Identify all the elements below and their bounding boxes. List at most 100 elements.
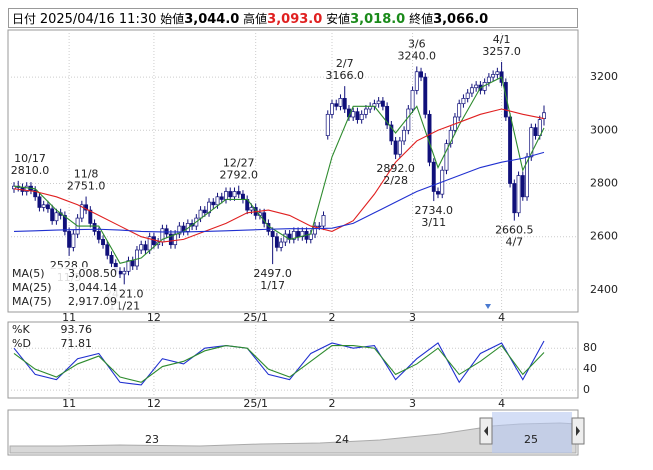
candle-body [24, 185, 29, 192]
annotation-value: 2660.5 [495, 224, 534, 237]
candle-body [33, 189, 38, 198]
candle-body [503, 82, 508, 118]
candle-body [520, 175, 525, 198]
x-tick-label: 25/1 [243, 311, 268, 324]
label: 安値 [326, 12, 351, 26]
candle-body [330, 103, 334, 115]
candle-body [402, 129, 407, 142]
candle-body [457, 103, 462, 118]
candle-body [491, 74, 496, 78]
candle-body [338, 98, 343, 107]
date: 2025/04/16 11:30 [39, 12, 157, 27]
x-tick-label: 4 [498, 397, 505, 410]
candle-body [465, 92, 470, 99]
candle-body [317, 225, 322, 228]
legend-value: 93.76 [61, 323, 93, 336]
candle-body [419, 71, 423, 78]
candle-body [41, 204, 46, 208]
candle-body [168, 233, 173, 246]
candle-body [363, 108, 368, 115]
candle-body [355, 111, 360, 121]
ma-line [13, 76, 545, 264]
candle-body [135, 249, 139, 267]
candle-body [79, 204, 84, 219]
candle-body [389, 124, 394, 142]
candle-body [224, 191, 228, 200]
label: 終値 [409, 12, 434, 26]
candle-body [469, 87, 474, 94]
ma-line [13, 108, 545, 243]
candle-body [50, 208, 55, 222]
legend-value: 3,008.50 [68, 267, 117, 280]
y-tick-label: 3000 [590, 123, 618, 136]
candle-body [351, 111, 356, 118]
candle-body [414, 71, 419, 91]
candle-body [321, 215, 326, 227]
candle-body [385, 106, 390, 126]
navigator-label: 23 [145, 433, 159, 446]
annotation-date: 12/27 [223, 157, 255, 170]
candle-body [122, 270, 127, 275]
annotation-value: 3166.0 [325, 69, 364, 82]
label: 始値 [160, 12, 185, 26]
annotation-date: 3/6 [408, 37, 426, 50]
osc-panel [7, 321, 579, 399]
annotation-value: 2792.0 [219, 169, 258, 182]
candle-body [270, 231, 275, 238]
candle-body [126, 260, 131, 272]
candle-body [202, 209, 207, 214]
candle-body [219, 196, 224, 200]
candle-body [198, 209, 203, 219]
annotation-value: 3257.0 [482, 45, 521, 58]
candle-body [512, 183, 517, 214]
navigator-label: 24 [335, 433, 349, 446]
candle-body [37, 196, 42, 208]
legend-value: 2,917.09 [68, 295, 117, 308]
candle-body [486, 76, 491, 83]
annotation-date: 2/7 [336, 57, 354, 70]
x-tick-label: 12 [147, 311, 161, 324]
candle-body [461, 98, 466, 105]
x-tick-label: 12 [147, 397, 161, 410]
legend-name: MA(25) [12, 281, 52, 294]
low: 3,018.0 [350, 12, 406, 27]
candle-body [542, 112, 546, 119]
annotation-value: 2734.0 [415, 204, 454, 217]
stoch-line [13, 344, 545, 383]
x-tick-label: 11 [62, 311, 76, 324]
legend-value: 71.81 [61, 337, 93, 350]
candle-body [105, 244, 110, 256]
legend-value: 3,044.14 [68, 281, 117, 294]
candle-body [431, 161, 436, 192]
candle-body [423, 76, 428, 115]
high: 3,093.0 [267, 12, 323, 27]
candle-body [334, 103, 339, 107]
candle-body [436, 191, 440, 195]
annotation-date: 10/17 [14, 152, 46, 165]
candle-body [380, 100, 385, 107]
x-tick-label: 2 [329, 397, 336, 410]
annotation-value: 2810.0 [11, 164, 50, 177]
navigator-window[interactable] [492, 412, 572, 453]
y-tick-label: 2800 [590, 177, 618, 190]
candle-body [177, 225, 182, 235]
annotation-date: 4/7 [505, 236, 523, 249]
candle-body [84, 204, 89, 211]
candle-body [101, 239, 105, 246]
candle-body [109, 254, 114, 264]
annotation-value: 3240.0 [398, 49, 437, 62]
legend-name: %K [12, 323, 30, 336]
legend-name: MA(5) [12, 267, 45, 280]
x-tick-label: 3 [409, 397, 416, 410]
candle-body [236, 191, 241, 195]
candle-body [397, 140, 402, 155]
candle-body [376, 100, 381, 105]
annotation-date: 2/28 [383, 174, 408, 187]
candle-body [313, 225, 317, 235]
legend-box [9, 267, 119, 311]
y-tick-label: 0 [583, 383, 590, 396]
candle-body [406, 108, 411, 131]
x-tick-label: 11 [62, 397, 76, 410]
